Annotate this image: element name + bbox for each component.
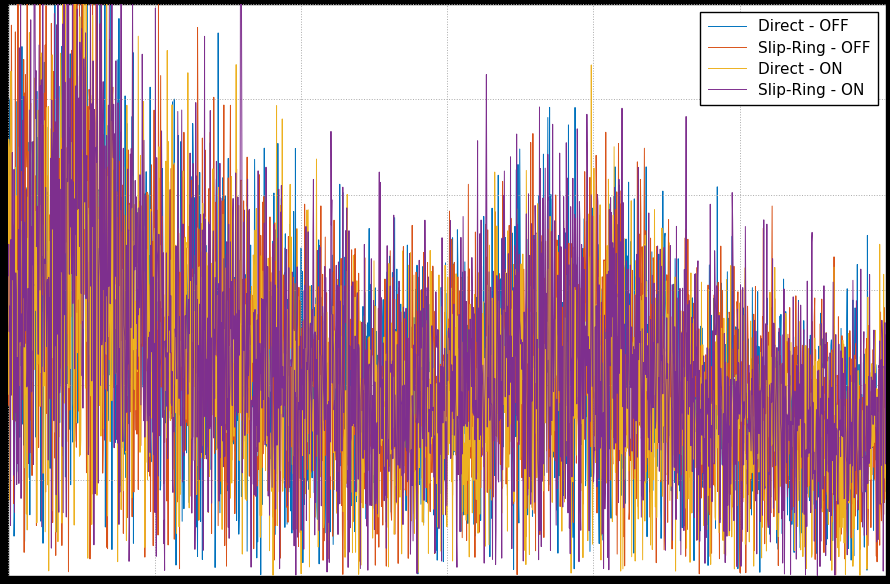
Slip-Ring - OFF — [856, 519, 867, 526]
Line: Slip-Ring - ON: Slip-Ring - ON — [8, 0, 886, 575]
Direct - OFF — [408, 482, 418, 489]
Direct - ON — [48, 142, 59, 150]
Direct - OFF — [855, 413, 866, 420]
Direct - ON — [856, 471, 867, 478]
Line: Direct - OFF: Direct - OFF — [8, 0, 886, 575]
Slip-Ring - ON — [407, 392, 417, 399]
Slip-Ring - OFF — [830, 571, 841, 578]
Slip-Ring - OFF — [855, 401, 866, 408]
Slip-Ring - ON — [855, 266, 866, 273]
Slip-Ring - OFF — [3, 251, 13, 258]
Line: Direct - ON: Direct - ON — [8, 0, 886, 575]
Direct - ON — [855, 387, 866, 394]
Slip-Ring - ON — [48, 150, 59, 157]
Slip-Ring - OFF — [694, 415, 705, 422]
Slip-Ring - OFF — [880, 396, 890, 403]
Direct - OFF — [695, 527, 706, 534]
Slip-Ring - OFF — [48, 193, 59, 200]
Direct - OFF — [3, 227, 13, 234]
Slip-Ring - ON — [856, 434, 867, 441]
Direct - ON — [407, 434, 417, 441]
Line: Slip-Ring - OFF: Slip-Ring - OFF — [8, 0, 886, 575]
Direct - OFF — [255, 571, 266, 578]
Direct - OFF — [48, 304, 59, 311]
Direct - ON — [430, 381, 441, 388]
Slip-Ring - ON — [3, 272, 13, 279]
Direct - ON — [880, 496, 890, 503]
Legend: Direct - OFF, Slip-Ring - OFF, Direct - ON, Slip-Ring - ON: Direct - OFF, Slip-Ring - OFF, Direct - … — [700, 12, 878, 106]
Direct - OFF — [880, 479, 890, 486]
Direct - OFF — [856, 453, 867, 460]
Slip-Ring - ON — [812, 572, 822, 579]
Slip-Ring - ON — [880, 332, 890, 339]
Slip-Ring - OFF — [430, 532, 441, 539]
Slip-Ring - ON — [430, 356, 441, 363]
Direct - ON — [694, 374, 705, 381]
Direct - OFF — [431, 436, 441, 443]
Slip-Ring - OFF — [407, 222, 417, 229]
Direct - ON — [3, 391, 13, 398]
Direct - ON — [854, 572, 865, 579]
Slip-Ring - ON — [694, 538, 705, 545]
